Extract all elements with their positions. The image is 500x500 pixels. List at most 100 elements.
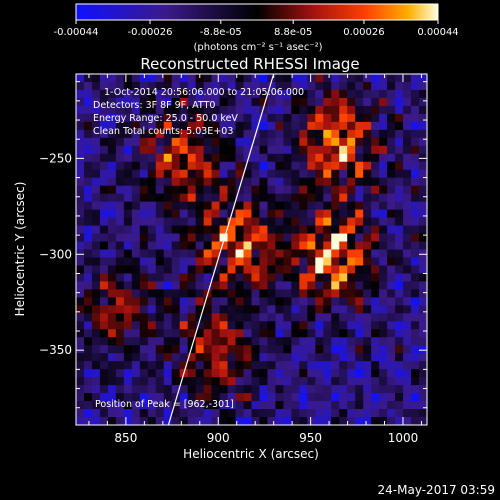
heatmap-cell (227, 161, 236, 171)
heatmap-cell (139, 177, 149, 187)
heatmap-cell (171, 209, 181, 218)
heatmap-cell (395, 217, 404, 226)
heatmap-cell (251, 89, 260, 99)
heatmap-cell (131, 161, 141, 171)
heatmap-cell (179, 393, 189, 402)
heatmap-cell (123, 289, 133, 298)
heatmap-cell (179, 321, 189, 330)
heatmap-cell (163, 289, 173, 298)
heatmap-cell (259, 321, 268, 330)
heatmap-cell (155, 241, 165, 250)
heatmap-cell (131, 409, 141, 418)
heatmap-cell (251, 74, 260, 83)
heatmap-cell (211, 321, 220, 330)
heatmap-cell (403, 153, 412, 163)
time-range-text: 1-Oct-2014 20:56:06.000 to 21:05:06.000 (104, 87, 304, 98)
heatmap-cell (187, 233, 197, 242)
heatmap-cell (195, 281, 205, 290)
heatmap-cell (155, 74, 165, 83)
heatmap-cell (171, 289, 181, 298)
heatmap-cell (147, 113, 157, 123)
heatmap-cell (331, 377, 340, 386)
heatmap-cell (307, 74, 316, 83)
heatmap-cell (291, 289, 300, 298)
heatmap-cell (147, 329, 157, 338)
heatmap-cell (387, 297, 396, 306)
heatmap-cell (187, 329, 197, 338)
heatmap-cell (307, 121, 316, 131)
heatmap-cell (275, 369, 284, 378)
heatmap-cell (291, 153, 300, 163)
heatmap-cell (411, 113, 420, 123)
heatmap-cell (395, 225, 404, 234)
heatmap-cell (91, 89, 101, 99)
heatmap-cell (283, 361, 292, 370)
heatmap-cell (203, 121, 213, 131)
heatmap-cell (283, 193, 292, 203)
heatmap-cell (99, 217, 109, 226)
heatmap-cell (283, 185, 292, 195)
heatmap-cell (403, 177, 412, 187)
heatmap-cell (315, 321, 324, 330)
heatmap-cell (235, 81, 244, 91)
heatmap-cell (147, 281, 157, 290)
heatmap-cell (355, 305, 364, 314)
heatmap-cell (283, 81, 292, 91)
heatmap-cell (291, 313, 300, 322)
heatmap-cell (363, 121, 372, 131)
heatmap-cell (347, 74, 356, 83)
heatmap-cell (155, 201, 165, 211)
heatmap-cell (251, 225, 260, 234)
heatmap-cell (227, 249, 236, 258)
heatmap-cell (315, 393, 324, 402)
heatmap-cell (107, 281, 117, 290)
heatmap-cell (363, 257, 372, 266)
heatmap-cell (107, 385, 117, 394)
heatmap-cell (395, 417, 404, 425)
heatmap-cell (267, 273, 276, 282)
heatmap-cell (235, 377, 244, 386)
heatmap-cell (267, 81, 276, 91)
heatmap-cell (371, 129, 380, 139)
heatmap-cell (123, 137, 133, 147)
heatmap-cell (187, 353, 197, 362)
heatmap-cell (275, 105, 284, 115)
heatmap-cell (187, 89, 197, 99)
heatmap-cell (275, 193, 284, 203)
heatmap-cell (299, 249, 308, 258)
heatmap-cell (363, 241, 372, 250)
heatmap-cell (315, 89, 324, 99)
heatmap-cell (203, 169, 213, 179)
heatmap-cell (355, 361, 364, 370)
heatmap-cell (339, 273, 348, 282)
heatmap-cell (307, 169, 316, 179)
heatmap-cell (419, 145, 427, 155)
colorbar-tick-label: -0.00026 (128, 27, 173, 38)
heatmap-cell (419, 209, 427, 218)
heatmap-cell (163, 305, 173, 314)
heatmap-cell (323, 74, 332, 83)
heatmap-cell (211, 97, 220, 107)
heatmap-cell (403, 74, 412, 83)
heatmap-cell (219, 401, 228, 410)
heatmap-cell (227, 345, 236, 354)
heatmap-cell (155, 169, 165, 179)
heatmap-cell (251, 409, 260, 418)
heatmap-cell (76, 329, 85, 338)
heatmap-cell (107, 321, 117, 330)
heatmap-cell (371, 161, 380, 171)
heatmap-cell (403, 161, 412, 171)
heatmap-cell (235, 169, 244, 179)
heatmap-cell (163, 129, 173, 139)
heatmap-cell (179, 137, 189, 147)
heatmap-cell (179, 169, 189, 179)
heatmap-cell (83, 329, 93, 338)
heatmap-cell (235, 209, 244, 218)
heatmap-cell (283, 337, 292, 346)
heatmap-cell (99, 74, 109, 83)
heatmap-cell (251, 233, 260, 242)
heatmap-cell (419, 409, 427, 418)
heatmap-cell (91, 409, 101, 418)
heatmap-cell (107, 145, 117, 155)
heatmap-cell (379, 129, 388, 139)
